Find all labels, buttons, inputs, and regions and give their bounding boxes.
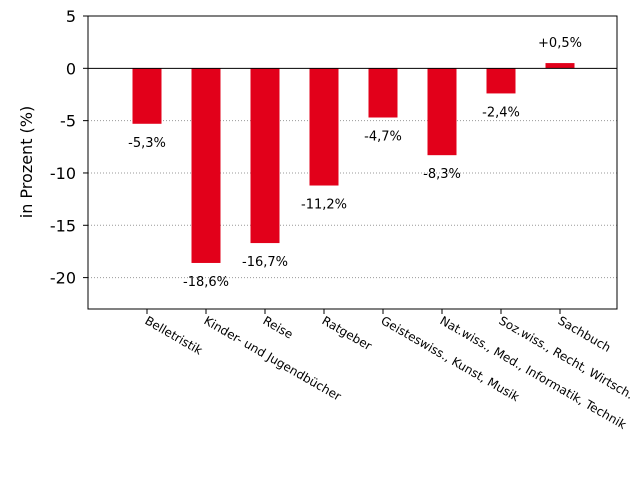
data-label: -5,3% — [128, 136, 166, 151]
bar — [191, 68, 221, 263]
data-label: -2,4% — [482, 105, 520, 120]
data-label: -11,2% — [301, 198, 347, 213]
x-ticks — [146, 309, 561, 314]
bar — [486, 68, 516, 94]
y-tick-label: -20 — [50, 269, 76, 288]
bar — [250, 68, 280, 244]
data-label: -18,6% — [183, 275, 229, 290]
category-label: Ratgeber — [320, 313, 375, 353]
y-tick-label: -15 — [50, 216, 76, 235]
data-label: -4,7% — [364, 130, 402, 145]
data-labels: -5,3% -18,6% -16,7% -11,2% -4,7% -8,3% -2,4% +0… — [128, 36, 582, 290]
plot-border — [87, 15, 618, 310]
bar — [545, 63, 575, 69]
data-label: -16,7% — [242, 255, 288, 270]
plot-frame — [87, 15, 618, 310]
y-ticks: 5 0 -5 -10 -15 -20 — [50, 7, 88, 288]
data-label: +0,5% — [538, 36, 582, 51]
bar — [309, 68, 339, 186]
category-label: Belletristik — [143, 313, 205, 357]
bars — [132, 63, 575, 263]
bar — [368, 68, 398, 118]
category-label: Reise — [261, 313, 296, 341]
y-axis-title: in Prozent (%) — [17, 106, 36, 218]
y-tick-label: 5 — [66, 7, 76, 26]
data-label: -8,3% — [423, 167, 461, 182]
y-tick-label: 0 — [66, 59, 76, 78]
y-tick-label: -5 — [60, 112, 76, 131]
y-tick-label: -10 — [50, 164, 76, 183]
bar — [427, 68, 457, 156]
gridlines — [88, 120, 617, 279]
bar — [132, 68, 162, 124]
